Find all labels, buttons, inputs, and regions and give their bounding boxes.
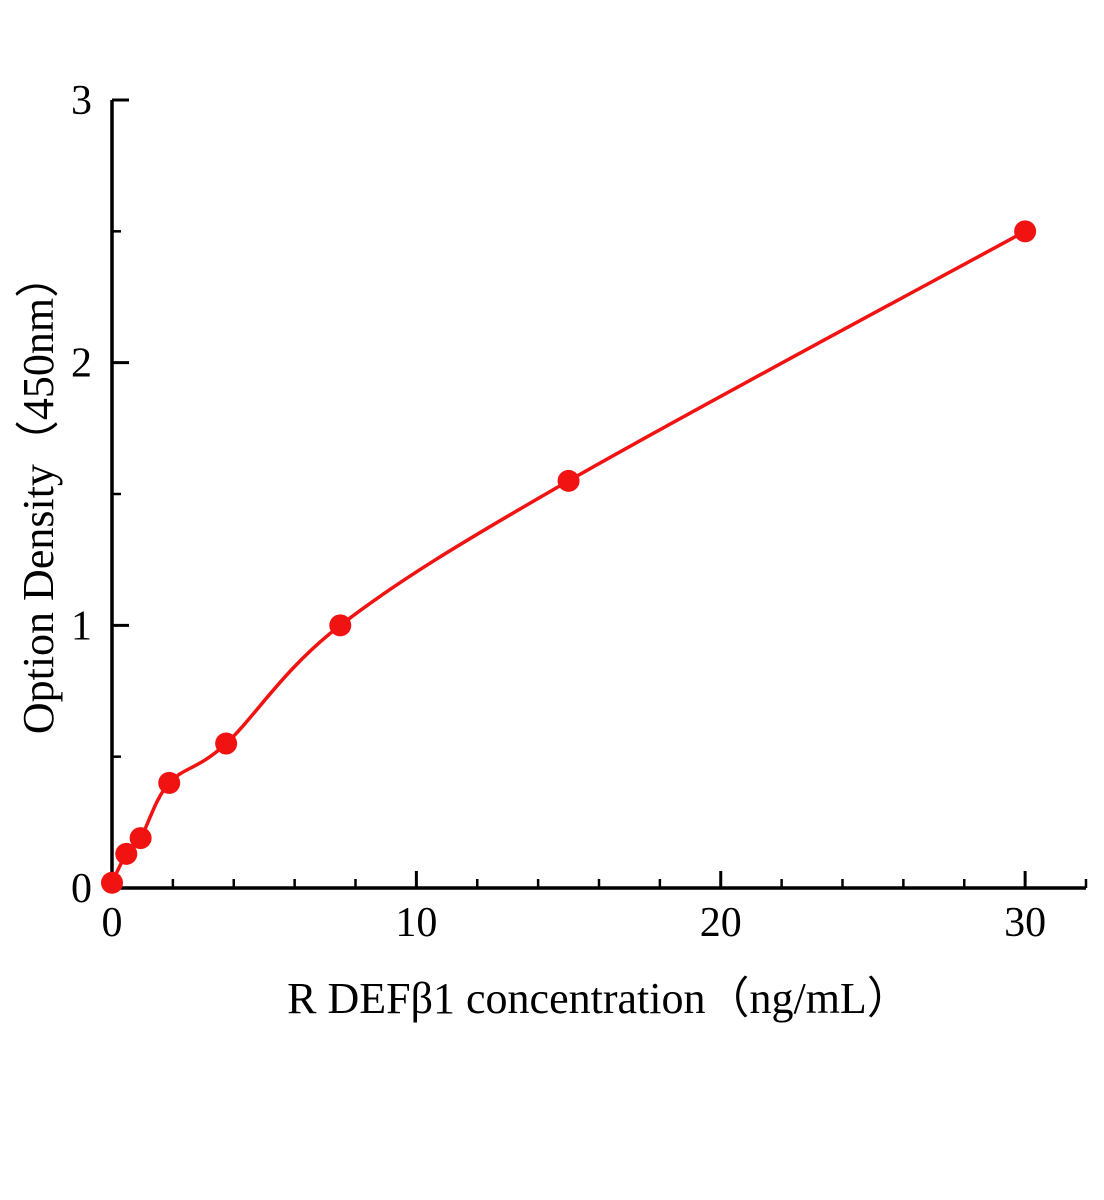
y-tick-label: 2 (71, 341, 92, 387)
y-axis-label: Option Density（450nm） (14, 253, 63, 735)
data-point (215, 732, 238, 755)
data-point (115, 842, 138, 865)
x-tick-label: 20 (700, 900, 742, 946)
x-tick-label: 0 (102, 900, 123, 946)
x-tick-label: 10 (395, 900, 437, 946)
y-tick-label: 0 (71, 866, 92, 912)
fit-curve (110, 229, 1027, 885)
data-point (101, 871, 123, 894)
x-tick-label: 30 (1004, 900, 1046, 946)
data-point (329, 614, 352, 637)
data-point (129, 827, 152, 850)
data-point (557, 469, 580, 492)
x-axis-label: R DEFβ1 concentration（ng/mL） (287, 974, 911, 1023)
data-point (158, 771, 181, 794)
y-tick-label: 1 (71, 603, 92, 649)
data-point (1014, 220, 1037, 243)
y-tick-label: 3 (71, 78, 92, 124)
